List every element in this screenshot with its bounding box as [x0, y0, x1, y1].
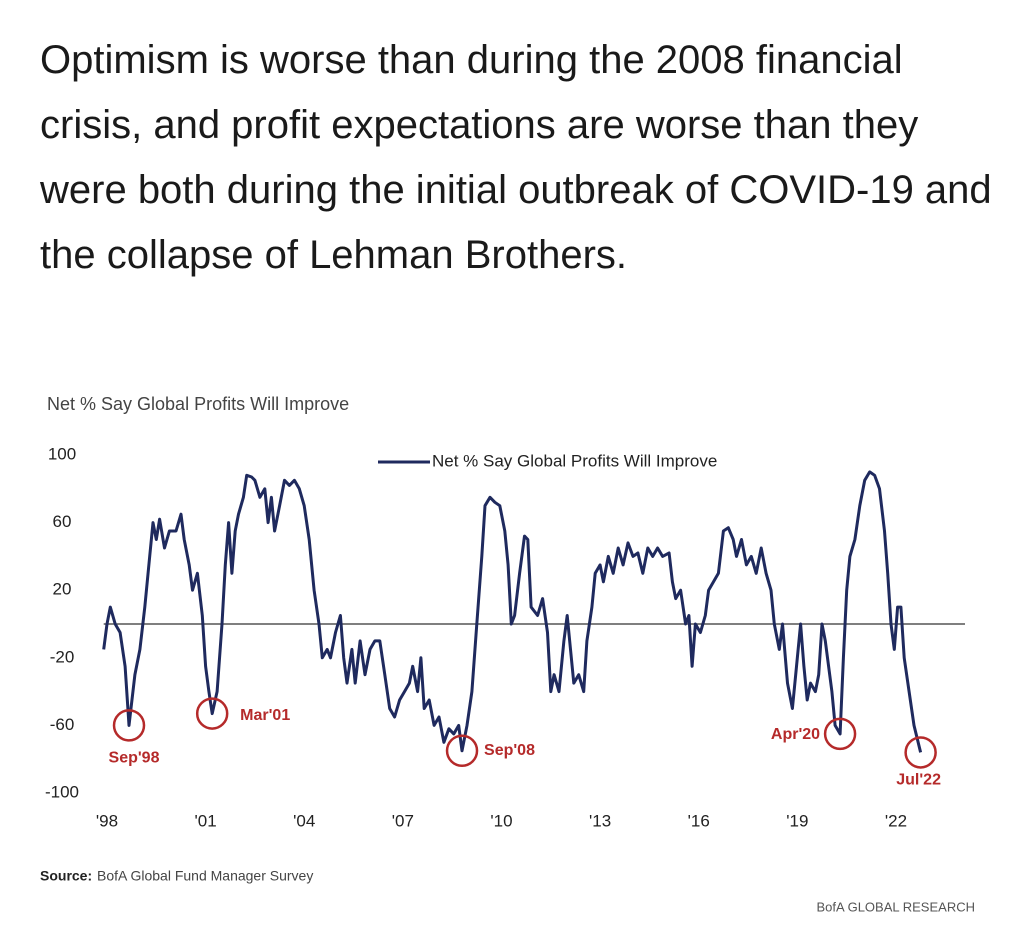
x-tick-label: '10	[490, 811, 512, 830]
y-tick-label: 20	[53, 580, 72, 599]
y-axis-title: Net % Say Global Profits Will Improve	[47, 394, 349, 414]
annotation-label: Apr'20	[771, 726, 820, 743]
x-tick-label: '22	[885, 811, 907, 830]
x-tick-label: '13	[589, 811, 611, 830]
annotation-circle	[823, 717, 857, 751]
annotation-circle	[112, 709, 146, 742]
annotation-label: Sep'98	[109, 750, 160, 767]
series-line	[102, 470, 923, 753]
x-tick-label: '19	[786, 811, 808, 830]
x-tick-label: '01	[195, 811, 217, 830]
annotation-circle	[904, 736, 937, 769]
annotation-label: Mar'01	[240, 707, 290, 724]
source-label: Source:	[40, 868, 92, 884]
annotation-circle	[445, 734, 479, 767]
annotation-label: Jul'22	[896, 772, 941, 789]
y-tick-label: 60	[53, 512, 72, 531]
annotation-label: Sep'08	[484, 742, 535, 759]
y-tick-label: -100	[45, 782, 79, 801]
headline: Optimism is worse than during the 2008 f…	[40, 38, 992, 277]
brand: BofA GLOBAL RESEARCH	[817, 899, 975, 914]
y-tick-label: -60	[50, 715, 75, 734]
x-tick-label: '98	[96, 811, 118, 830]
x-tick-label: '16	[688, 811, 710, 830]
annotation-circle	[195, 697, 229, 730]
x-tick-label: '04	[293, 811, 315, 830]
source-text: BofA Global Fund Manager Survey	[97, 868, 313, 884]
y-tick-label: 100	[48, 444, 76, 463]
x-tick-label: '07	[392, 811, 414, 830]
legend-label: Net % Say Global Profits Will Improve	[432, 451, 717, 470]
y-tick-label: -20	[50, 647, 75, 666]
